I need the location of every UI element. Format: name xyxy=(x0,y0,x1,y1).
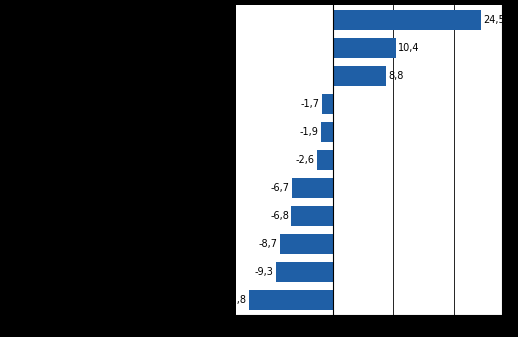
Bar xyxy=(249,290,333,310)
Bar xyxy=(333,38,396,58)
Bar xyxy=(321,122,333,142)
Text: 8,8: 8,8 xyxy=(388,71,404,81)
Text: -6,7: -6,7 xyxy=(270,183,290,193)
Text: -8,7: -8,7 xyxy=(258,239,278,249)
Bar xyxy=(333,10,481,30)
Bar xyxy=(280,234,333,254)
Bar xyxy=(317,150,333,170)
Bar xyxy=(292,206,333,226)
Bar xyxy=(292,178,333,198)
Text: -9,3: -9,3 xyxy=(255,267,274,277)
Text: -13,8: -13,8 xyxy=(222,295,247,305)
Bar xyxy=(333,66,386,86)
Text: -6,8: -6,8 xyxy=(270,211,289,221)
Text: -1,7: -1,7 xyxy=(301,99,320,109)
Text: 24,5: 24,5 xyxy=(484,16,506,25)
Bar xyxy=(276,262,333,282)
Text: -2,6: -2,6 xyxy=(295,155,314,165)
Bar xyxy=(322,94,333,114)
Text: 10,4: 10,4 xyxy=(398,43,420,53)
Text: -1,9: -1,9 xyxy=(300,127,319,137)
